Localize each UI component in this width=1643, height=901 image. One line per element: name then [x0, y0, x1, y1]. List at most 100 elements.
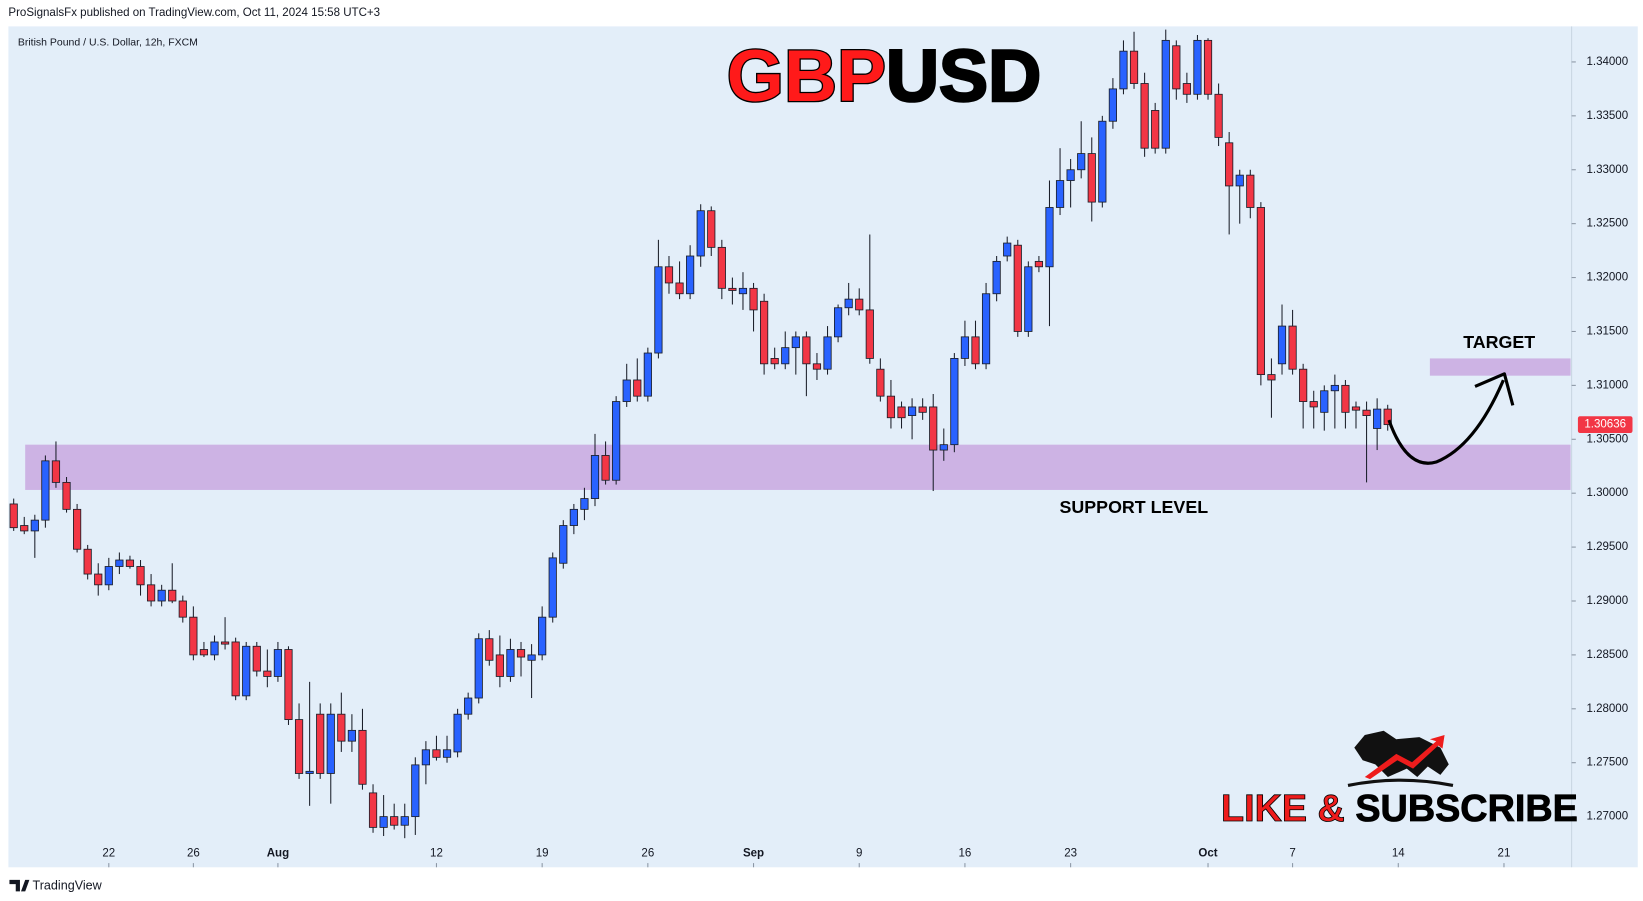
- y-tick-label: 1.33500: [1586, 110, 1628, 122]
- candle-body: [802, 336, 811, 365]
- candle-body: [368, 792, 378, 828]
- candle-body: [897, 406, 906, 419]
- candle-body: [136, 566, 145, 586]
- candle-body: [590, 455, 600, 499]
- candle-body: [855, 298, 864, 311]
- x-tick-label: 14: [1392, 848, 1405, 860]
- candle-body: [1087, 153, 1096, 203]
- zones: SUPPORT LEVEL TARGET: [25, 332, 1571, 517]
- x-tick-label: 7: [1289, 848, 1295, 860]
- candle-body: [844, 298, 853, 309]
- candles: [9, 29, 1392, 839]
- candle-body: [516, 649, 526, 658]
- candle-body: [559, 525, 568, 564]
- y-tick-label: 1.32000: [1586, 272, 1628, 284]
- candle-body: [506, 649, 515, 677]
- x-tick-label: 26: [187, 848, 200, 860]
- x-tick-label: 26: [641, 848, 654, 860]
- candle-body: [104, 566, 113, 586]
- candle-body: [1013, 244, 1022, 332]
- y-tick-label: 1.33000: [1586, 164, 1628, 176]
- candle-body: [834, 307, 843, 338]
- x-tick-label: 9: [856, 848, 862, 860]
- y-tick-label: 1.28000: [1586, 703, 1628, 715]
- candle-body: [1066, 169, 1075, 181]
- candle-body: [717, 246, 726, 289]
- candle-body: [326, 713, 335, 774]
- candle-body: [495, 654, 504, 677]
- candle-body: [707, 210, 716, 248]
- tradingview-logo: [9, 879, 30, 892]
- candle-body: [1034, 260, 1044, 268]
- footer: TradingView: [33, 878, 103, 892]
- x-tick-label: 23: [1064, 848, 1077, 860]
- zone-label: TARGET: [1463, 332, 1535, 352]
- price-zone: [25, 444, 1571, 490]
- candle-body: [464, 697, 473, 715]
- x-tick-label: Sep: [743, 848, 764, 860]
- candle-body: [1129, 50, 1139, 84]
- candle-body: [358, 729, 367, 785]
- x-tick-label: Oct: [1198, 848, 1217, 860]
- candle-body: [242, 645, 251, 697]
- candle-body: [231, 641, 240, 697]
- bull-logo: [1347, 730, 1454, 787]
- candle-body: [273, 649, 283, 677]
- candle-body: [379, 816, 388, 828]
- candle-body: [1214, 93, 1223, 138]
- candle-body: [654, 266, 663, 354]
- candle-body: [1277, 325, 1287, 365]
- x-tick-label: 21: [1498, 848, 1511, 860]
- zone-label: SUPPORT LEVEL: [1060, 497, 1209, 517]
- candle-body: [62, 481, 71, 510]
- projection-arrow: [1387, 379, 1505, 465]
- candle-body: [390, 816, 399, 826]
- candle-body: [1098, 120, 1107, 203]
- candle-body: [1288, 325, 1297, 370]
- candle-body: [115, 559, 124, 567]
- candle-body: [411, 764, 420, 818]
- candle-body: [485, 638, 494, 661]
- candle-body: [1330, 384, 1339, 392]
- candle-body: [1320, 390, 1329, 413]
- candle-body: [1024, 266, 1033, 332]
- y-tick-label: 1.28500: [1586, 649, 1628, 661]
- candle-body: [569, 508, 578, 526]
- candle-body: [41, 460, 50, 521]
- candle-body: [199, 649, 209, 656]
- y-tick-label: 1.29500: [1586, 541, 1628, 553]
- candle-body: [907, 406, 917, 416]
- candle-body: [812, 363, 822, 370]
- y-tick-label: 1.30000: [1586, 487, 1628, 499]
- candle-body: [622, 379, 631, 402]
- candle-body: [1077, 153, 1086, 171]
- y-tick-label: 1.32500: [1586, 218, 1628, 230]
- last-price-tag: [1577, 416, 1633, 434]
- candle-body: [1119, 50, 1128, 90]
- candle-body: [73, 508, 82, 550]
- y-tick-label: 1.34000: [1586, 56, 1628, 68]
- candle-body: [1161, 39, 1170, 149]
- candle-body: [1151, 110, 1160, 149]
- candle-body: [696, 210, 705, 257]
- candle-body: [770, 358, 779, 365]
- candle-body: [347, 729, 356, 742]
- candle-body: [548, 557, 557, 618]
- candle-body: [1341, 384, 1350, 413]
- candle-body: [664, 266, 674, 284]
- candle-body: [432, 749, 441, 758]
- candle-body: [633, 379, 642, 397]
- price-zone: [1429, 358, 1571, 376]
- candle-body: [1267, 374, 1276, 381]
- y-tick-label: 1.31500: [1586, 326, 1628, 338]
- candle-body: [9, 503, 18, 529]
- candle-body: [220, 641, 230, 645]
- x-tick-label: 12: [430, 848, 443, 860]
- candle-body: [760, 300, 769, 365]
- candle-body: [527, 654, 536, 661]
- candle-body: [1383, 408, 1392, 426]
- candle-body: [749, 287, 758, 311]
- candle-body: [316, 713, 325, 774]
- arrow-head: [1474, 372, 1515, 406]
